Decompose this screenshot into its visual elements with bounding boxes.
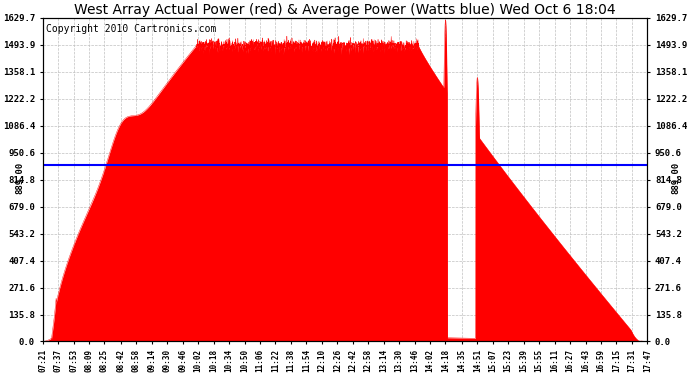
Text: 889.00: 889.00	[672, 162, 681, 194]
Text: 889.00: 889.00	[15, 162, 24, 194]
Text: Copyright 2010 Cartronics.com: Copyright 2010 Cartronics.com	[46, 24, 216, 34]
Title: West Array Actual Power (red) & Average Power (Watts blue) Wed Oct 6 18:04: West Array Actual Power (red) & Average …	[75, 3, 615, 17]
